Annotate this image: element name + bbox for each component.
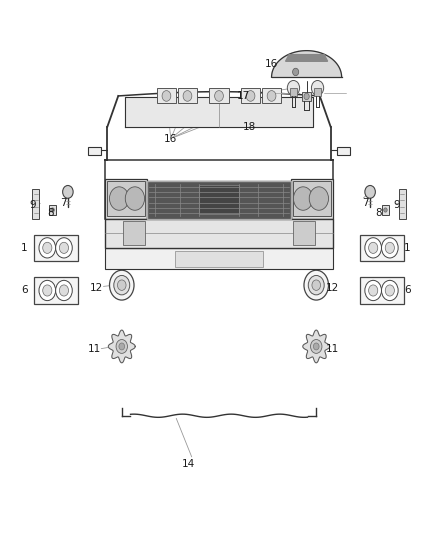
Bar (147, 181, 291, 219)
Bar (178, 88, 197, 103)
Text: 11: 11 (326, 344, 339, 354)
Circle shape (308, 276, 324, 295)
Text: 1: 1 (404, 243, 411, 253)
Circle shape (125, 187, 145, 211)
Circle shape (119, 343, 124, 350)
Circle shape (384, 208, 387, 212)
Text: 9: 9 (29, 200, 36, 210)
Circle shape (365, 238, 381, 258)
Circle shape (60, 285, 68, 296)
Circle shape (385, 243, 394, 253)
Circle shape (381, 280, 398, 301)
Bar (199, 185, 239, 214)
Text: 7: 7 (60, 198, 67, 207)
Circle shape (287, 80, 300, 95)
Circle shape (365, 185, 375, 198)
Text: 17: 17 (237, 91, 250, 101)
Circle shape (293, 68, 299, 76)
Bar (88, 147, 101, 155)
Text: 8: 8 (47, 208, 54, 218)
Circle shape (114, 276, 130, 295)
Bar (34, 277, 78, 304)
Polygon shape (108, 330, 135, 363)
Bar (293, 181, 331, 216)
Bar (105, 219, 333, 248)
Text: 6: 6 (21, 286, 28, 295)
Circle shape (39, 238, 56, 258)
Text: 11: 11 (88, 344, 101, 354)
Bar (107, 181, 145, 216)
Circle shape (304, 270, 328, 300)
Bar (262, 88, 281, 103)
Text: 12: 12 (326, 283, 339, 293)
Bar (49, 205, 56, 215)
Circle shape (365, 280, 381, 301)
Bar (175, 251, 263, 266)
Text: 9: 9 (393, 200, 400, 210)
Bar (123, 221, 145, 245)
Circle shape (304, 93, 309, 100)
Circle shape (60, 243, 68, 253)
Circle shape (116, 340, 127, 353)
Text: 14: 14 (182, 459, 195, 469)
Circle shape (309, 187, 328, 211)
Text: 12: 12 (90, 283, 103, 293)
Circle shape (311, 340, 322, 353)
Circle shape (110, 270, 134, 300)
Bar (314, 88, 321, 96)
Circle shape (162, 91, 171, 101)
Text: 16: 16 (164, 134, 177, 143)
Bar (291, 179, 333, 219)
Circle shape (56, 280, 72, 301)
Bar (360, 235, 404, 261)
Text: 18: 18 (243, 122, 256, 132)
Text: 16: 16 (265, 59, 278, 69)
Polygon shape (125, 97, 313, 127)
Bar (399, 189, 406, 219)
Circle shape (183, 91, 192, 101)
Circle shape (117, 280, 126, 290)
Bar (157, 88, 176, 103)
Circle shape (215, 91, 223, 101)
Text: 1: 1 (21, 243, 28, 253)
Bar (241, 88, 260, 103)
Polygon shape (147, 181, 291, 219)
Circle shape (381, 238, 398, 258)
Circle shape (267, 91, 276, 101)
Bar (293, 221, 315, 245)
Circle shape (39, 280, 56, 301)
Circle shape (369, 285, 378, 296)
Bar (34, 235, 78, 261)
Circle shape (51, 208, 54, 212)
Circle shape (369, 243, 378, 253)
Circle shape (312, 280, 321, 290)
Bar (290, 88, 297, 96)
Circle shape (43, 285, 52, 296)
Bar (360, 277, 404, 304)
Circle shape (43, 243, 52, 253)
Circle shape (246, 91, 255, 101)
Bar (337, 147, 350, 155)
Circle shape (293, 187, 313, 211)
Bar (302, 92, 311, 101)
Circle shape (63, 185, 73, 198)
Bar (32, 189, 39, 219)
Bar (382, 205, 389, 215)
Text: 7: 7 (362, 198, 369, 207)
Polygon shape (286, 55, 328, 61)
Text: 6: 6 (404, 286, 411, 295)
Circle shape (311, 80, 324, 95)
Circle shape (314, 343, 319, 350)
Polygon shape (303, 330, 330, 363)
Circle shape (385, 285, 394, 296)
Circle shape (56, 238, 72, 258)
Circle shape (110, 187, 129, 211)
Bar (209, 88, 229, 103)
Bar (105, 179, 147, 219)
Text: 8: 8 (375, 208, 382, 218)
Bar (105, 248, 333, 269)
Polygon shape (272, 51, 342, 77)
